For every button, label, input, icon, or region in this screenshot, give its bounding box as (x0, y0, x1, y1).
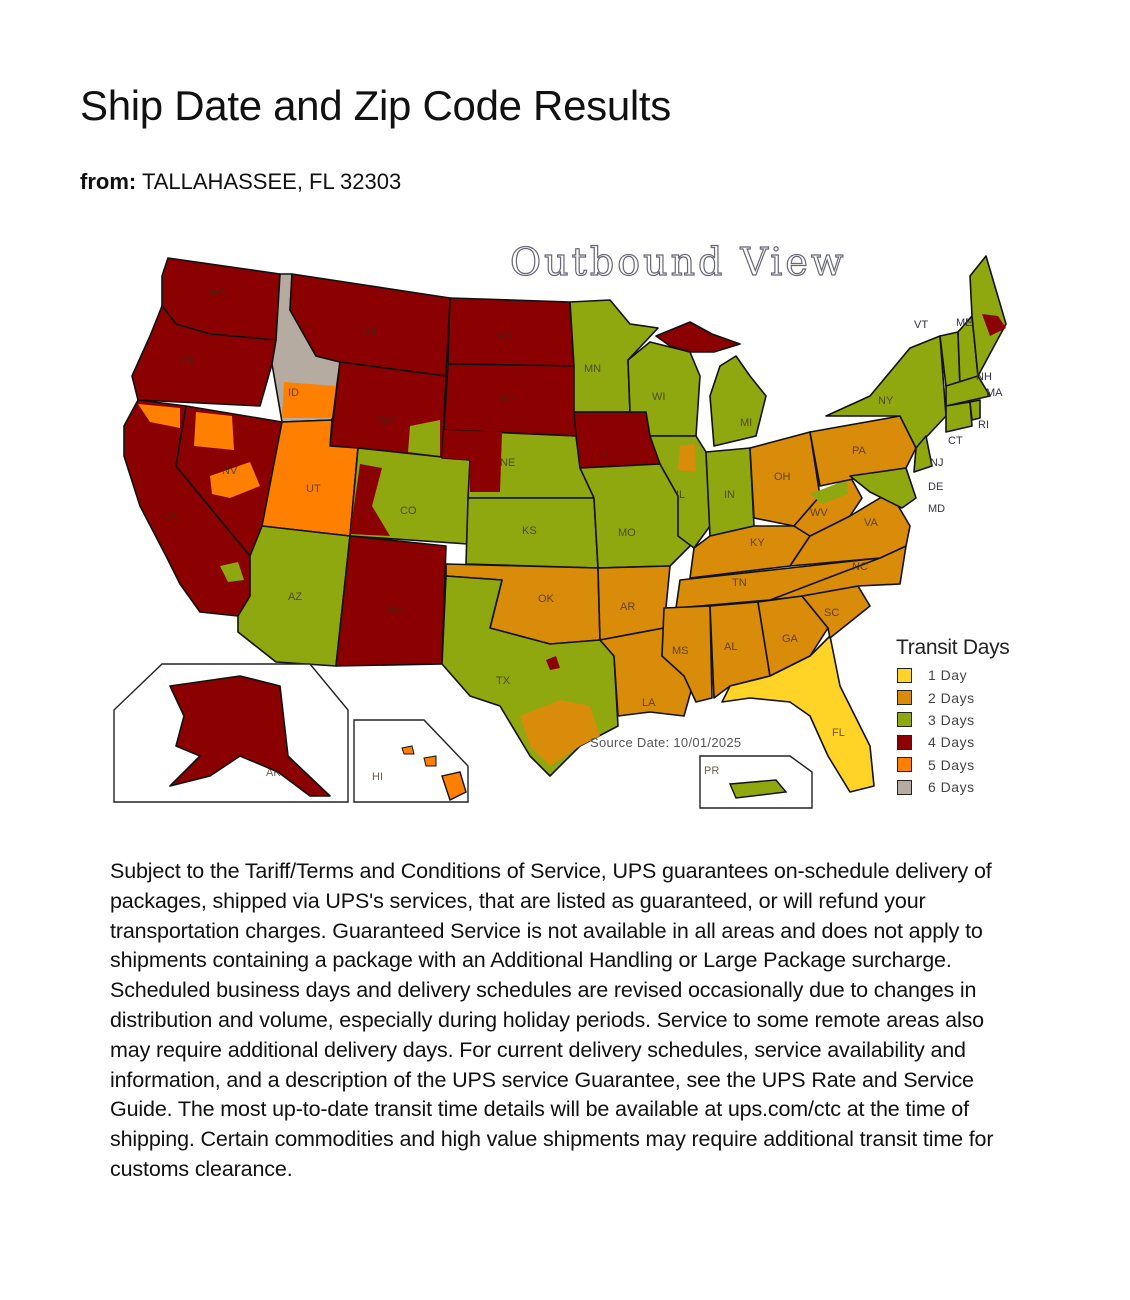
label-MA: MA (986, 387, 1003, 399)
label-GA: GA (782, 633, 799, 645)
label-WV: WV (810, 507, 828, 519)
source-date: Source Date: 10/01/2025 (590, 735, 742, 750)
label-MS: MS (672, 645, 689, 657)
label-NM: NM (386, 605, 403, 617)
state-MA[interactable] (945, 375, 991, 407)
label-VA: VA (864, 517, 879, 529)
origin-line: from: TALLAHASSEE, FL 32303 (80, 169, 401, 195)
label-WA: WA (208, 287, 226, 299)
legend-label: 1 Day (928, 667, 968, 684)
legend-label: 2 Days (928, 689, 975, 706)
label-TN: TN (732, 577, 747, 589)
state-PA[interactable] (809, 415, 917, 487)
label-MD: MD (928, 503, 945, 515)
guarantee-disclaimer: Subject to the Tariff/Terms and Conditio… (110, 859, 994, 1181)
label-CA: CA (162, 511, 178, 523)
legend-swatch (897, 690, 912, 706)
label-MO: MO (618, 527, 636, 539)
legend-swatch (897, 667, 912, 683)
legend-label: 6 Days (928, 779, 975, 796)
legend-item-5-days: 5 Days (896, 754, 1009, 776)
label-NV: NV (222, 465, 238, 477)
legend-label: 4 Days (928, 734, 975, 751)
label-SD: SD (498, 393, 513, 405)
state-OR[interactable] (131, 305, 277, 407)
map-title: Outbound View (509, 239, 847, 284)
label-WI: WI (652, 391, 665, 403)
state-HI[interactable] (441, 771, 467, 801)
legend-item-4-days: 4 Days (896, 731, 1009, 753)
label-MI: MI (740, 417, 752, 429)
label-IN: IN (724, 489, 735, 501)
state-FL[interactable] (721, 635, 875, 793)
label-OK: OK (538, 593, 555, 605)
state-MI-upper[interactable] (655, 321, 741, 353)
transit-days-legend: Transit Days 1 Day 2 Days 3 Days 4 Days … (896, 636, 1010, 798)
label-WY: WY (378, 415, 396, 427)
label-KY: KY (750, 537, 765, 549)
label-NC: NC (852, 561, 868, 573)
legend-item-1-day: 1 Day (896, 664, 1009, 686)
legend-title: Transit Days (896, 636, 1010, 659)
state-PR[interactable] (728, 779, 788, 799)
label-IA: IA (598, 449, 609, 461)
label-ND: ND (496, 331, 512, 343)
label-AR: AR (620, 601, 635, 613)
label-UT: UT (306, 483, 321, 495)
page-title: Ship Date and Zip Code Results (80, 82, 671, 129)
state-RI[interactable] (969, 399, 981, 421)
legend-swatch (897, 712, 912, 728)
state-MD[interactable] (849, 467, 917, 509)
label-MN: MN (584, 363, 601, 375)
label-KS: KS (522, 525, 537, 537)
state-MI[interactable] (709, 355, 767, 447)
transit-map: WA OR CA NV ID MT WY UT CO AZ NM ND SD N… (110, 236, 1030, 816)
legend-swatch (897, 734, 912, 750)
label-OH: OH (774, 471, 791, 483)
label-AK: AK (266, 767, 281, 779)
legend-item-3-days: 3 Days (896, 709, 1009, 731)
label-SC: SC (824, 607, 839, 619)
label-IL: IL (676, 489, 685, 501)
label-RI: RI (978, 419, 989, 431)
label-OR: OR (178, 355, 195, 367)
state-CT[interactable] (945, 401, 973, 433)
label-NJ: NJ (930, 457, 943, 469)
origin-label: from: (80, 169, 137, 194)
label-PA: PA (852, 445, 867, 457)
label-HI: HI (372, 771, 383, 783)
state-AK[interactable] (169, 675, 331, 797)
label-ID: ID (288, 387, 299, 399)
label-AZ: AZ (288, 591, 302, 603)
label-NY: NY (878, 395, 894, 407)
state-NJ[interactable] (913, 435, 933, 473)
label-LA: LA (642, 697, 656, 709)
legend-item-6-days: 6 Days (896, 776, 1009, 798)
legend-swatch (897, 779, 912, 795)
legend-label: 3 Days (928, 711, 975, 728)
label-AL: AL (724, 641, 737, 653)
label-ME: ME (956, 317, 973, 329)
label-NE: NE (500, 457, 515, 469)
legend-item-2-days: 2 Days (896, 686, 1009, 708)
origin-value: TALLAHASSEE, FL 32303 (141, 169, 402, 194)
state-NM[interactable] (335, 535, 447, 667)
label-PR: PR (704, 765, 719, 777)
legend-label: 5 Days (928, 756, 975, 773)
hawaii-inset (353, 719, 469, 803)
label-TX: TX (496, 675, 511, 687)
label-FL: FL (832, 727, 845, 739)
label-DE: DE (928, 481, 943, 493)
legend-swatch (897, 757, 912, 773)
state-NY[interactable] (825, 335, 947, 449)
label-VT: VT (914, 319, 928, 331)
label-NH: NH (976, 371, 992, 383)
label-MT: MT (362, 327, 378, 339)
label-CO: CO (400, 505, 417, 517)
us-map-svg: WA OR CA NV ID MT WY UT CO AZ NM ND SD N… (113, 255, 1007, 809)
label-CT: CT (948, 435, 963, 447)
